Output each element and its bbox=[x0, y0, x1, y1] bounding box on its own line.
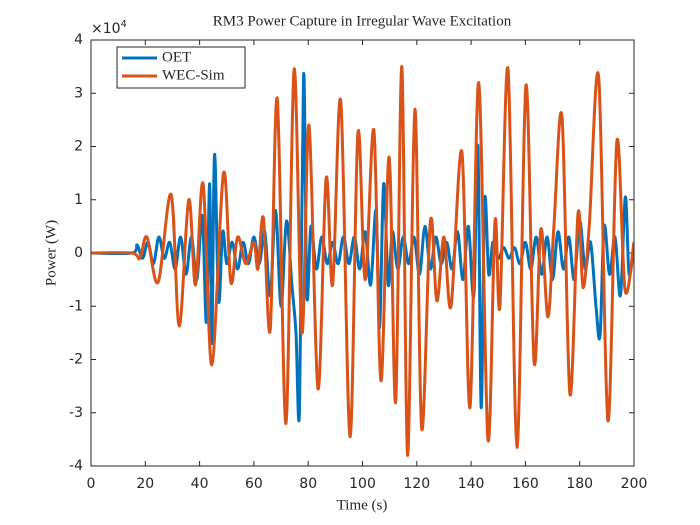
x-axis-label: Time (s) bbox=[337, 497, 388, 513]
y-tick-label: -3 bbox=[69, 405, 83, 421]
chart-title: RM3 Power Capture in Irregular Wave Exci… bbox=[213, 13, 512, 29]
x-tick-label: 100 bbox=[349, 476, 376, 492]
x-tick-label: 180 bbox=[566, 476, 593, 492]
y-tick-label: 3 bbox=[74, 85, 83, 101]
y-tick-label: 4 bbox=[74, 32, 83, 48]
y-multiplier-exponent: 4 bbox=[121, 19, 127, 30]
x-tick-label: 140 bbox=[458, 476, 485, 492]
x-tick-label: 20 bbox=[136, 476, 154, 492]
x-tick-label: 60 bbox=[245, 476, 263, 492]
x-tick-label: 120 bbox=[403, 476, 430, 492]
axes-box bbox=[90, 39, 635, 467]
y-tick-label: 2 bbox=[74, 139, 83, 155]
legend-label: WEC-Sim bbox=[162, 67, 225, 83]
y-multiplier-base: ×10 bbox=[91, 21, 121, 37]
y-tick-label: -1 bbox=[69, 298, 83, 314]
y-tick-label: -2 bbox=[69, 352, 83, 368]
y-axis-label: Power (W) bbox=[43, 220, 59, 286]
y-tick-label: 1 bbox=[74, 192, 83, 208]
series-line bbox=[91, 65, 634, 457]
y-multiplier: ×104 bbox=[91, 19, 127, 37]
x-tick-label: 0 bbox=[87, 476, 96, 492]
y-tick-label: -4 bbox=[69, 458, 83, 474]
x-tick-label: 40 bbox=[191, 476, 209, 492]
legend-label: OET bbox=[162, 49, 191, 65]
x-tick-label: 80 bbox=[299, 476, 317, 492]
x-tick-label: 200 bbox=[621, 476, 648, 492]
legend-box bbox=[116, 46, 246, 89]
x-tick-label: 160 bbox=[512, 476, 539, 492]
y-tick-label: 0 bbox=[74, 245, 83, 261]
